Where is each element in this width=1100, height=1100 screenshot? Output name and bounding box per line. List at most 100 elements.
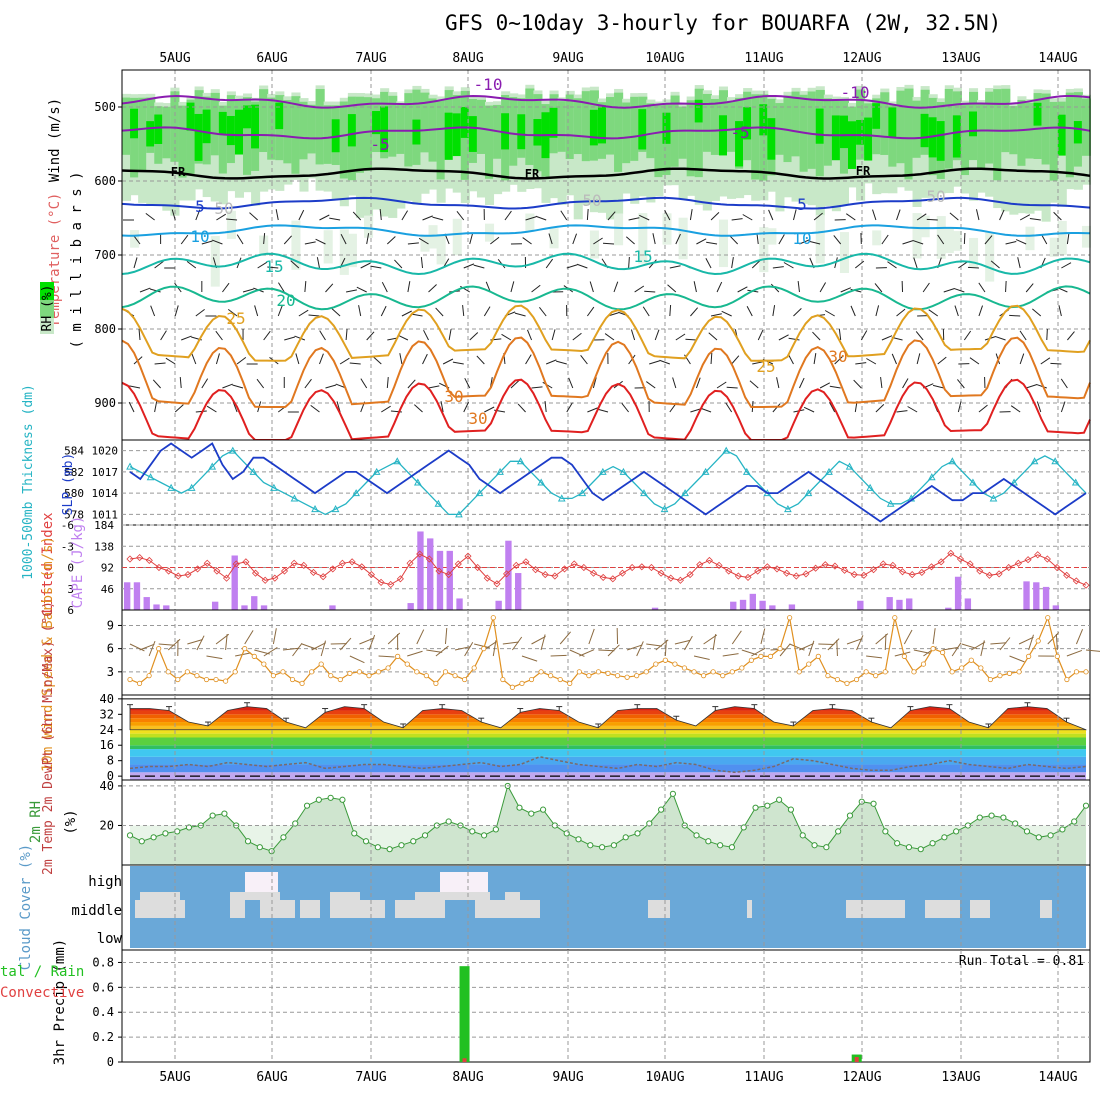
date-label-top: 14AUG (1038, 51, 1077, 66)
wind-barb (201, 240, 213, 245)
rh-point (776, 796, 783, 803)
li-point (1043, 555, 1051, 563)
wind-barb (407, 650, 423, 657)
wind-barb (749, 380, 759, 389)
li-point (676, 576, 684, 584)
li-point (763, 563, 771, 571)
isotherm-line (121, 126, 1091, 140)
wind-barb (349, 655, 365, 664)
rh-cell (960, 104, 970, 176)
rh-point (362, 838, 370, 845)
wind-barb (756, 233, 759, 245)
temp-band-warm (130, 722, 1086, 726)
rh-point (386, 846, 393, 853)
cape-bar (456, 598, 463, 610)
li-point (464, 552, 472, 560)
li-point (155, 563, 163, 572)
rh-point (740, 824, 747, 831)
wind-barb (613, 281, 619, 293)
rh-point (953, 828, 960, 835)
rh-cell (476, 99, 486, 154)
date-label-top: 5AUG (159, 51, 190, 66)
cloud-block (475, 900, 540, 918)
wind-barb (808, 640, 815, 657)
li-point (309, 568, 318, 577)
wind-speed-point (452, 673, 458, 679)
wind-barb (875, 403, 885, 413)
rh-point (469, 828, 476, 835)
temp-band (130, 749, 1086, 757)
wind-speed-point (309, 669, 315, 675)
thickness-point (640, 489, 648, 497)
wind-barb (963, 232, 966, 245)
rh-cell (686, 100, 696, 177)
wind-barb (444, 628, 448, 645)
wind-barb (593, 237, 603, 245)
rh-cell (646, 103, 656, 159)
rh-cell (606, 97, 616, 155)
wind-speed-point (270, 673, 276, 679)
rh-point (894, 840, 901, 847)
temp-band (130, 729, 1086, 734)
rh-cell (1001, 88, 1011, 153)
cape-bar (1023, 581, 1030, 610)
rh-cell (678, 106, 688, 159)
rh-point (1047, 832, 1054, 839)
li-point (493, 580, 501, 588)
rh-cell (743, 107, 753, 140)
li-point (136, 554, 144, 562)
y-tick-label: 0.4 (92, 1005, 114, 1019)
wind-barb (903, 629, 913, 645)
li-point (522, 558, 530, 566)
wind-speed-point (1035, 638, 1041, 644)
rh-cell (751, 94, 761, 180)
wind-speed-point (1006, 670, 1013, 676)
y-tick-label: 20 (100, 818, 114, 832)
wind-barb (819, 382, 831, 389)
wind-barb (891, 353, 897, 365)
wind-barb (463, 263, 475, 269)
rh-cell (1033, 93, 1043, 159)
cloud-block (970, 900, 990, 918)
wind-barb (526, 329, 533, 341)
rh-point (752, 804, 759, 811)
rh-cell (501, 113, 511, 150)
wind-barb (469, 233, 474, 245)
isotherm-label: 15 (633, 247, 652, 266)
wind-barb (356, 286, 367, 293)
rh-point (610, 842, 618, 849)
rh-cell (718, 115, 728, 156)
wind-barb (277, 305, 283, 317)
wind-barb (856, 635, 864, 651)
wind-barb (1032, 308, 1042, 317)
cloud-block (330, 892, 360, 900)
wind-barb (452, 361, 464, 365)
rh-cell (525, 213, 535, 232)
thickness-point (146, 473, 155, 481)
wind-barb (456, 211, 465, 221)
rh-cell (452, 218, 462, 256)
rh-point (339, 796, 346, 803)
wind-speed-point (146, 673, 152, 679)
wind-barb (531, 284, 541, 293)
wind-barb (490, 236, 500, 245)
wind-barb (1015, 239, 1027, 245)
wind-barb (150, 305, 156, 317)
wind-speed-point (242, 646, 248, 652)
wind-speed-point (576, 669, 582, 675)
cape-bar (407, 603, 414, 610)
li-tick-label: -6 (61, 519, 74, 532)
wind-barb (329, 217, 341, 221)
date-label-bottom: 7AUG (355, 1070, 386, 1085)
wind-barb (368, 634, 376, 651)
li-point (802, 570, 810, 578)
slp-tick-label: 1011 (92, 508, 119, 521)
thickness-point (619, 467, 628, 475)
wind-barb (572, 233, 578, 245)
wind-barb (263, 330, 271, 341)
wind-barb (760, 628, 766, 645)
rh-cell (186, 102, 196, 131)
cape-bar (231, 555, 238, 610)
wind-barb (295, 353, 300, 365)
wind-speed-point (136, 680, 143, 687)
